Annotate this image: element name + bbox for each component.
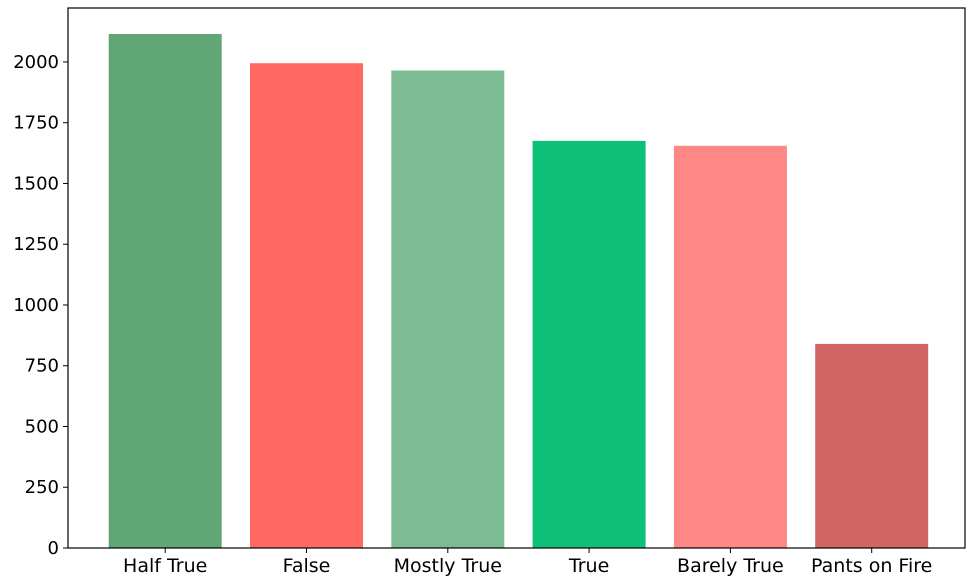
y-tick-label: 750 bbox=[25, 356, 59, 377]
bar-half-true bbox=[108, 34, 222, 548]
plot-frame bbox=[67, 7, 966, 549]
x-tick-label: True bbox=[568, 555, 609, 577]
bar-mostly-true bbox=[391, 70, 505, 548]
x-tick-label: Half True bbox=[123, 555, 207, 577]
bar-pants-on-fire bbox=[815, 343, 929, 548]
x-axis: Half True False Mostly True True Barely True… bbox=[123, 548, 932, 577]
y-tick-label: 1250 bbox=[13, 234, 59, 255]
y-axis: 0 250 500 750 1000 1250 1500 1750 2000 bbox=[13, 52, 68, 559]
y-tick-label: 500 bbox=[25, 416, 59, 437]
bar-false bbox=[250, 63, 363, 548]
bars-layer bbox=[108, 34, 929, 549]
y-tick-label: 0 bbox=[48, 538, 59, 559]
x-tick-label: Mostly True bbox=[394, 555, 502, 577]
x-tick-label: Barely True bbox=[677, 555, 784, 577]
y-tick-label: 1500 bbox=[13, 173, 59, 194]
bar-true bbox=[532, 140, 646, 548]
y-tick-label: 2000 bbox=[13, 52, 59, 73]
y-tick-label: 1750 bbox=[13, 113, 59, 134]
y-tick-label: 1000 bbox=[13, 295, 59, 316]
y-tick-label: 250 bbox=[25, 477, 59, 498]
x-tick-label: Pants on Fire bbox=[811, 555, 932, 577]
bar-barely-true bbox=[673, 145, 787, 549]
x-tick-label: False bbox=[283, 555, 331, 577]
